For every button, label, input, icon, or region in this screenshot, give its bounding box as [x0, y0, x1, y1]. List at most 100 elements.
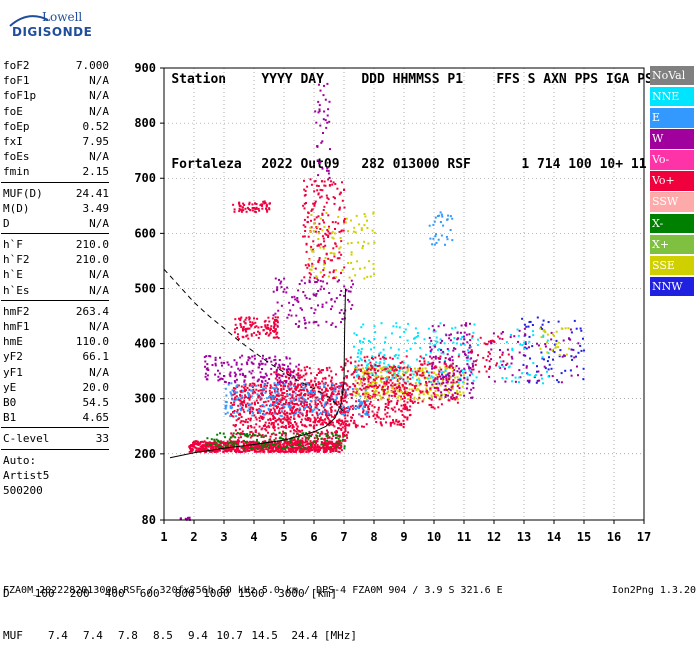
echo-point	[291, 394, 294, 397]
echo-point	[383, 388, 386, 391]
echo-point	[252, 389, 255, 391]
echo-point	[227, 443, 230, 446]
param-value: 3.49	[82, 201, 110, 215]
echo-point	[344, 420, 347, 423]
echo-point	[393, 422, 396, 425]
param-name: h`E	[3, 268, 23, 282]
echo-point	[265, 397, 268, 400]
echo-point	[358, 407, 360, 410]
echo-point	[268, 445, 271, 448]
echo-point	[336, 444, 339, 447]
echo-point	[255, 423, 258, 426]
echo-point	[322, 94, 325, 97]
echo-point	[264, 333, 267, 335]
echo-point	[504, 380, 507, 383]
echo-point	[434, 396, 437, 399]
echo-point	[336, 187, 339, 190]
echo-point	[436, 376, 439, 379]
echo-point	[246, 448, 249, 451]
echo-point	[284, 432, 287, 435]
echo-point	[303, 235, 306, 238]
echo-point	[263, 376, 266, 379]
echo-point	[472, 368, 475, 371]
legend-item: X+	[650, 234, 694, 255]
echo-point	[403, 386, 406, 389]
echo-point	[375, 414, 378, 417]
echo-point	[306, 440, 309, 443]
echo-point	[393, 395, 396, 397]
echo-point	[346, 394, 349, 397]
echo-point	[402, 370, 405, 373]
echo-point	[449, 376, 452, 379]
echo-point	[229, 444, 232, 447]
echo-point	[340, 391, 343, 393]
echo-point	[323, 405, 326, 407]
echo-point	[380, 371, 383, 374]
echo-point	[394, 354, 397, 356]
echo-point	[362, 378, 365, 381]
echo-point	[278, 451, 281, 453]
echo-point	[336, 441, 339, 444]
legend-item: Vo+	[650, 171, 694, 191]
echo-point	[196, 443, 199, 446]
echo-point	[407, 322, 410, 325]
echo-point	[363, 213, 366, 215]
echo-point	[393, 387, 396, 390]
echo-point	[248, 201, 251, 204]
echo-point	[254, 321, 257, 324]
echo-point	[379, 361, 382, 364]
echo-point	[409, 366, 412, 369]
echo-point	[277, 448, 280, 451]
header-value-ddd: 282 013000 RSF	[361, 157, 471, 172]
param-row: C-level 33	[1, 431, 109, 446]
echo-point	[234, 318, 237, 321]
echo-point	[365, 413, 368, 416]
echo-point	[238, 449, 241, 452]
echo-point	[315, 121, 318, 124]
echo-point	[239, 404, 242, 407]
echo-point	[339, 419, 342, 422]
echo-point	[458, 377, 461, 380]
echo-point	[309, 178, 312, 181]
echo-point	[260, 428, 263, 431]
echo-point	[307, 235, 310, 238]
echo-point	[337, 222, 340, 225]
echo-point	[268, 320, 271, 323]
echo-point	[237, 436, 240, 439]
echo-point	[310, 307, 313, 310]
echo-point	[326, 434, 328, 437]
echo-point	[264, 391, 267, 394]
echo-point	[326, 114, 329, 117]
echo-point	[369, 361, 372, 364]
echo-point	[387, 407, 390, 410]
echo-point	[359, 370, 362, 372]
echo-point	[428, 397, 431, 400]
echo-point	[340, 385, 343, 388]
echo-point	[358, 392, 361, 395]
echo-point	[246, 334, 249, 337]
echo-point	[400, 395, 402, 398]
echo-point	[357, 241, 360, 244]
echo-point	[451, 383, 454, 386]
echo-point	[369, 400, 372, 403]
echo-point	[273, 412, 276, 415]
echo-point	[440, 213, 443, 216]
echo-point	[334, 414, 337, 417]
echo-point	[334, 399, 336, 402]
echo-point	[343, 285, 346, 288]
echo-point	[298, 443, 301, 446]
echo-point	[191, 447, 193, 450]
echo-point	[285, 357, 288, 360]
echo-point	[510, 355, 513, 358]
echo-point	[440, 371, 443, 374]
param-row: yE 20.0	[1, 380, 109, 395]
echo-point	[296, 427, 298, 430]
echo-point	[364, 390, 367, 393]
echo-point	[313, 312, 316, 315]
echo-point	[303, 276, 306, 279]
echo-point	[223, 448, 226, 451]
echo-point	[283, 397, 286, 400]
echo-point	[300, 447, 303, 450]
echo-point	[368, 415, 371, 418]
echo-point	[428, 224, 431, 227]
